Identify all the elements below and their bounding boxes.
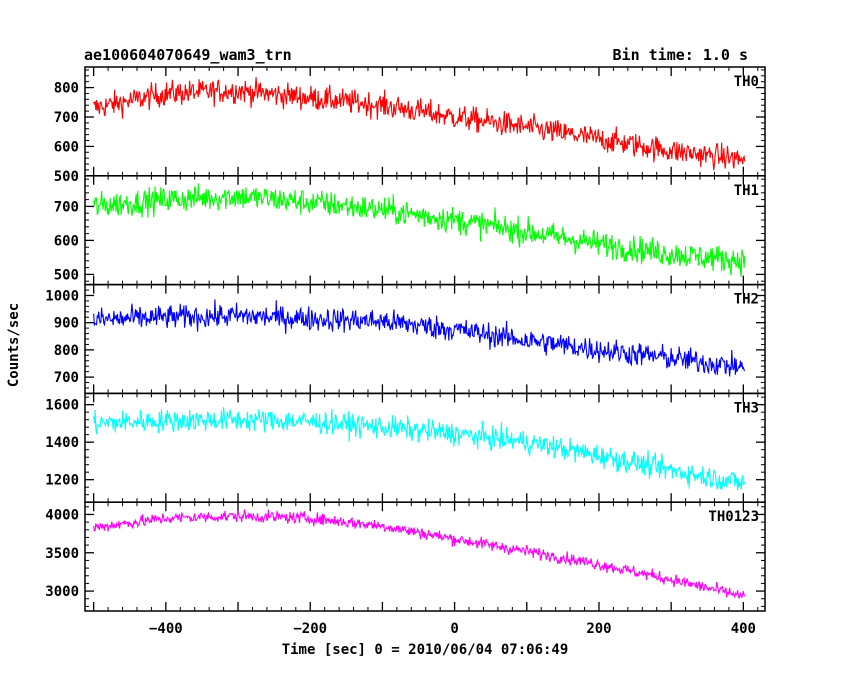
panel-frame xyxy=(84,283,766,395)
y-tick-label: 1600 xyxy=(45,398,79,414)
panel-frame xyxy=(84,66,766,177)
series-line-th1 xyxy=(93,183,746,277)
panel-th0: 500 600 700 800 TH0 xyxy=(54,66,766,185)
y-tick-label: 1200 xyxy=(45,473,79,489)
y-tick-label: 500 xyxy=(54,169,79,185)
y-tick-label: 1000 xyxy=(45,288,79,304)
series-line-th3 xyxy=(93,407,746,491)
y-tick-label: 700 xyxy=(54,110,79,126)
y-tick-label: 700 xyxy=(54,199,79,215)
y-axis-label: Counts/sec xyxy=(6,303,22,387)
panel-frame xyxy=(84,501,766,612)
y-tick-label: 3500 xyxy=(45,546,79,562)
x-axis: −400 −200 0 200 400 xyxy=(149,621,756,637)
x-tick-label: −200 xyxy=(293,621,327,637)
panel-label-th2: TH2 xyxy=(734,292,759,308)
chart-title: ae100604070649_wam3_trn xyxy=(84,46,292,64)
series-line-th2 xyxy=(93,299,746,377)
panel-th2: 700 800 900 1000 TH2 xyxy=(45,283,766,395)
y-tick-label: 900 xyxy=(54,316,79,332)
x-tick-label: 0 xyxy=(450,621,458,637)
x-tick-label: 400 xyxy=(731,621,756,637)
y-tick-label: 500 xyxy=(54,267,79,283)
y-tick-label: 3000 xyxy=(45,584,79,600)
y-tick-label: 700 xyxy=(54,370,79,386)
panel-th3: 1200 1400 1600 TH3 xyxy=(45,392,766,503)
x-tick-label: −400 xyxy=(149,621,183,637)
y-tick-label: 600 xyxy=(54,139,79,155)
y-tick-label: 600 xyxy=(54,233,79,249)
panel-label-th0: TH0 xyxy=(734,74,759,90)
panel-frame xyxy=(84,175,766,286)
panel-label-th1: TH1 xyxy=(734,183,759,199)
x-axis-label: Time [sec] 0 = 2010/06/04 07:06:49 xyxy=(282,642,569,658)
series-line-th0123 xyxy=(93,509,746,599)
y-tick-label: 800 xyxy=(54,343,79,359)
y-tick-label: 800 xyxy=(54,81,79,97)
panel-th0123: 3000 3500 4000 TH0123 xyxy=(45,501,766,612)
panel-th1: 500 600 700 TH1 xyxy=(54,175,766,286)
bin-time-label: Bin time: 1.0 s xyxy=(613,46,748,64)
y-tick-label: 4000 xyxy=(45,507,79,523)
panel-label-th3: TH3 xyxy=(734,400,759,416)
y-tick-label: 1400 xyxy=(45,435,79,451)
panel-label-th0123: TH0123 xyxy=(708,509,759,525)
panels-group: 500 600 700 800 TH0 500 600 700 TH1 700 800 900 1000… xyxy=(45,66,766,612)
x-tick-label: 200 xyxy=(586,621,611,637)
series-line-th0 xyxy=(93,77,746,171)
panel-frame xyxy=(84,392,766,503)
